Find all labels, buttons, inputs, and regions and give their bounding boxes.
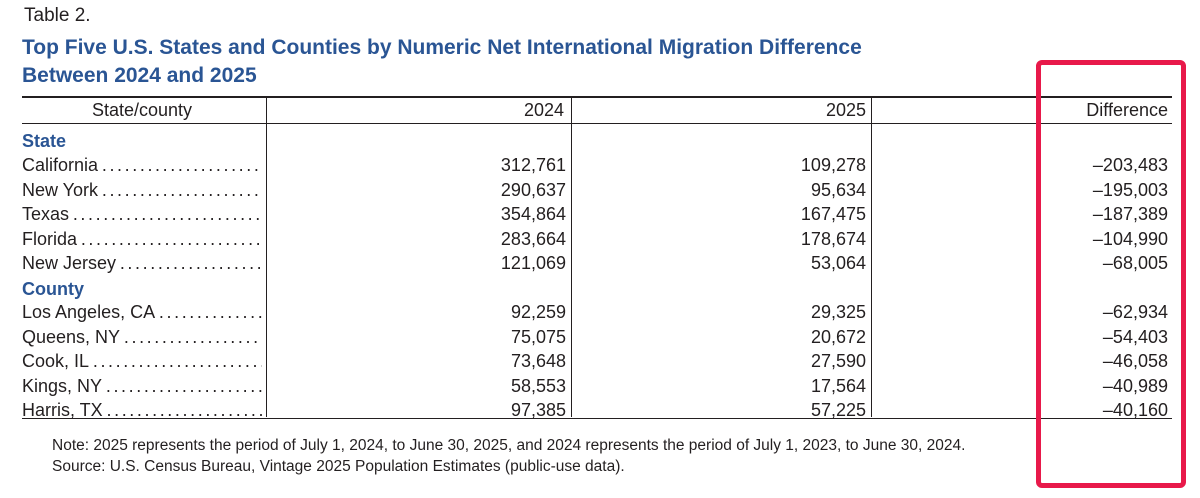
- row-difference: –187,389: [1092, 204, 1168, 225]
- row-2024: 354,864: [500, 204, 566, 225]
- row-2025: 17,564: [810, 375, 866, 396]
- header-2024: 2024: [523, 100, 564, 120]
- section-label-state: State: [22, 131, 67, 151]
- top-rule: [22, 96, 1172, 98]
- row-name: Cook, IL: [22, 349, 262, 374]
- header-difference: Difference: [1086, 100, 1168, 120]
- row-2025: 57,225: [810, 400, 866, 421]
- table-title: Top Five U.S. States and Counties by Num…: [22, 34, 1042, 90]
- table-title-line-1: Top Five U.S. States and Counties by Num…: [22, 36, 862, 59]
- row-2025: 27,590: [810, 351, 866, 372]
- row-2025: 109,278: [800, 155, 866, 175]
- row-2024: 58,553: [510, 375, 566, 396]
- header-2025: 2025: [825, 100, 866, 120]
- row-difference: –104,990: [1092, 228, 1168, 249]
- bottom-rule: [22, 418, 1172, 419]
- row-name: Harris, TX: [22, 398, 262, 423]
- table-title-line-2: Between 2024 and 2025: [22, 64, 257, 87]
- table-row: Los Angeles, CA 92,259 29,325 –62,934: [0, 300, 1200, 325]
- row-difference: –40,989: [1102, 375, 1168, 396]
- row-2024: 92,259: [510, 302, 566, 322]
- row-name: Florida: [22, 227, 262, 252]
- row-name: Queens, NY: [22, 325, 262, 350]
- row-2024: 283,664: [500, 228, 566, 249]
- table-row: Kings, NY 58,553 17,564 –40,989: [0, 374, 1200, 399]
- column-separator: [571, 97, 572, 417]
- row-name: New York: [22, 178, 262, 203]
- row-name: Los Angeles, CA: [22, 300, 262, 325]
- row-name: Texas: [22, 202, 262, 227]
- table-row: New Jersey 121,069 53,064 –68,005: [0, 251, 1200, 276]
- row-name: California: [22, 153, 262, 178]
- table-row: Harris, TX 97,385 57,225 –40,160: [0, 398, 1200, 423]
- section-label-county: County: [22, 279, 84, 299]
- row-2025: 167,475: [800, 204, 866, 225]
- table-row: Florida 283,664 178,674 –104,990: [0, 227, 1200, 252]
- row-difference: –54,403: [1102, 326, 1168, 347]
- table-note: Note: 2025 represents the period of July…: [52, 437, 966, 454]
- row-2024: 73,648: [510, 351, 566, 372]
- table-row: Queens, NY 75,075 20,672 –54,403: [0, 325, 1200, 350]
- row-difference: –195,003: [1092, 179, 1168, 200]
- row-2025: 95,634: [810, 179, 866, 200]
- table-label: Table 2.: [24, 5, 91, 26]
- difference-highlight-box: [1036, 60, 1186, 488]
- column-separator: [266, 97, 267, 417]
- row-2025: 29,325: [810, 302, 866, 322]
- row-name: New Jersey: [22, 251, 262, 276]
- row-2024: 121,069: [500, 253, 566, 274]
- row-2025: 178,674: [800, 228, 866, 249]
- table-source: Source: U.S. Census Bureau, Vintage 2025…: [52, 458, 625, 475]
- table-row: Cook, IL 73,648 27,590 –46,058: [0, 349, 1200, 374]
- table-row: New York 290,637 95,634 –195,003: [0, 178, 1200, 203]
- row-2024: 312,761: [500, 155, 566, 175]
- header-state-county: State/county: [91, 100, 193, 120]
- row-name: Kings, NY: [22, 374, 262, 399]
- row-2025: 20,672: [810, 326, 866, 347]
- row-2024: 290,637: [500, 179, 566, 200]
- row-2025: 53,064: [810, 253, 866, 274]
- header-rule: [22, 123, 1172, 124]
- row-2024: 97,385: [510, 400, 566, 421]
- column-separator: [871, 97, 872, 417]
- row-difference: –68,005: [1102, 253, 1168, 274]
- row-2024: 75,075: [510, 326, 566, 347]
- row-difference: –62,934: [1102, 302, 1168, 322]
- row-difference: –46,058: [1102, 351, 1168, 372]
- row-difference: –40,160: [1102, 400, 1168, 421]
- table-row: California 312,761 109,278 –203,483: [0, 153, 1200, 178]
- row-difference: –203,483: [1092, 155, 1168, 175]
- table-row: Texas 354,864 167,475 –187,389: [0, 202, 1200, 227]
